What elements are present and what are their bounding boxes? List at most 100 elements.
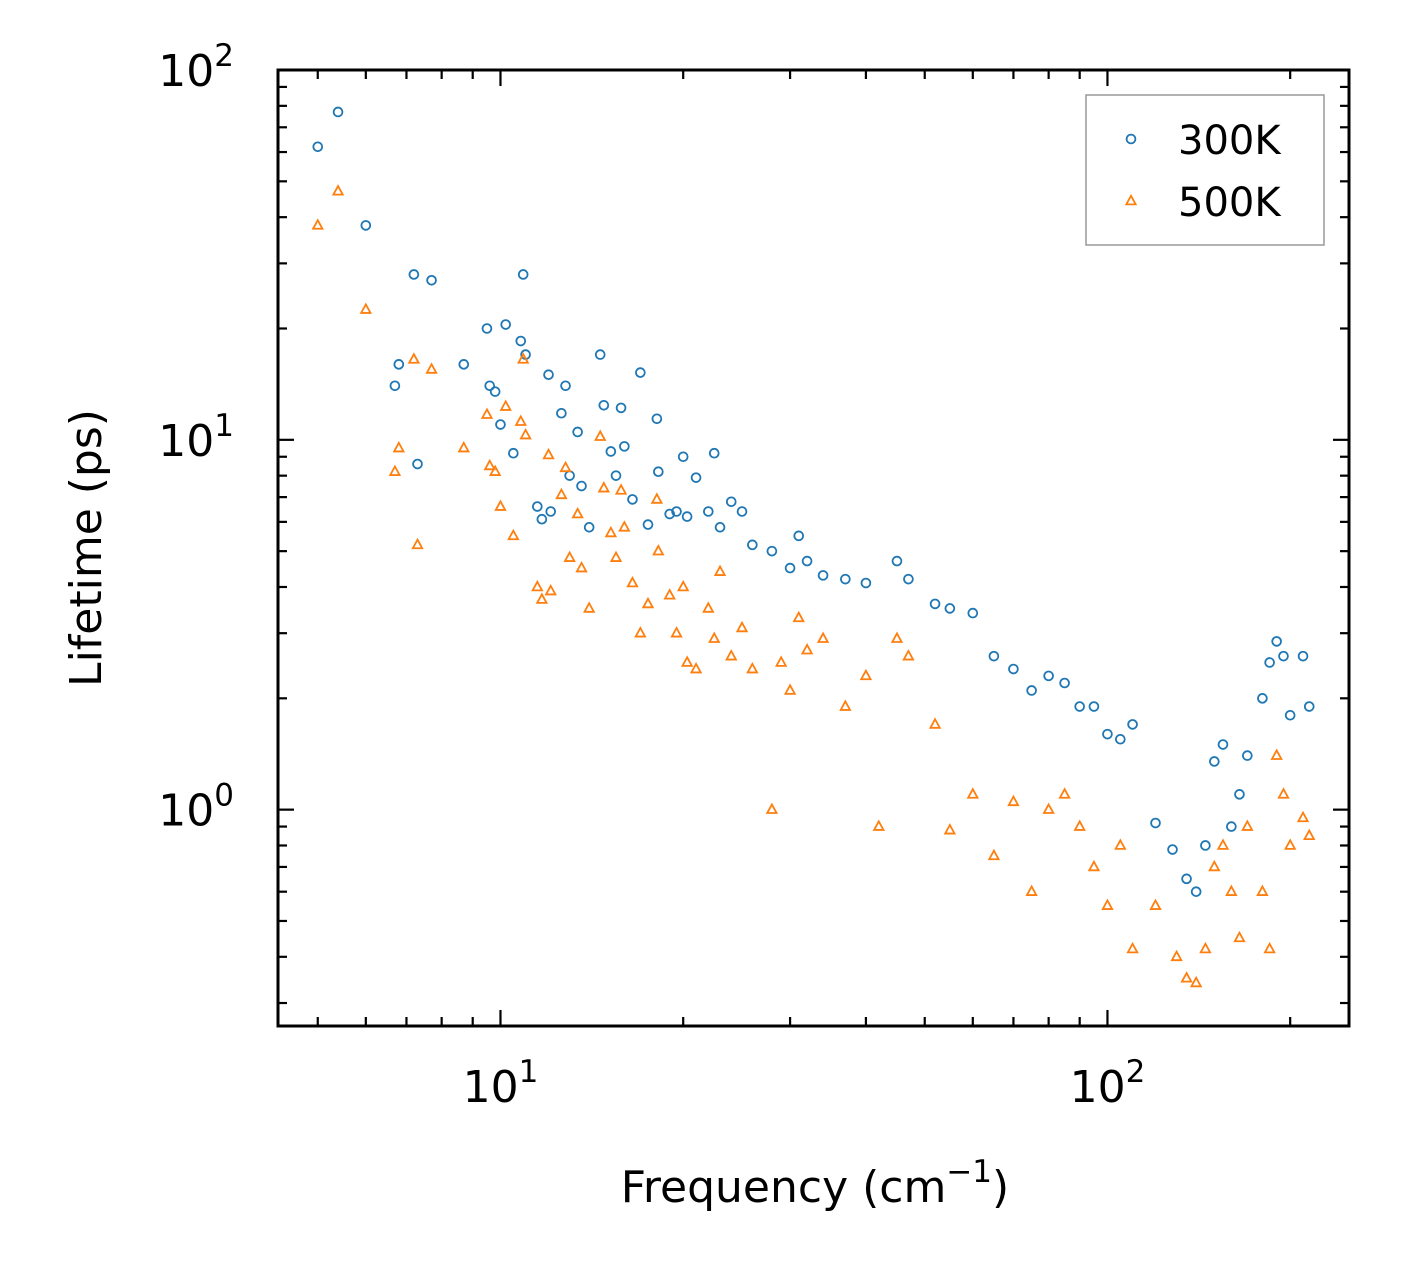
data-point (670, 626, 683, 638)
data-point (332, 106, 344, 118)
data-point (988, 650, 1000, 662)
data-point (583, 522, 595, 533)
data-point (426, 274, 437, 286)
data-point (531, 579, 544, 592)
data-point (1101, 898, 1114, 910)
data-point (890, 631, 904, 643)
data-point (1114, 838, 1127, 850)
data-point (1209, 756, 1220, 767)
data-point (495, 419, 506, 430)
data-point (800, 643, 814, 655)
data-point (725, 496, 737, 508)
y-tick-label: 100 (158, 778, 234, 837)
data-point (543, 369, 554, 380)
data-point (312, 141, 324, 153)
data-point (359, 302, 373, 314)
data-point (610, 470, 622, 481)
data-point (597, 481, 611, 493)
data-point (480, 407, 494, 419)
y-axis-label: Lifetime (ps) (61, 409, 112, 687)
data-point (572, 426, 583, 438)
data-point (594, 349, 606, 360)
data-point (1271, 636, 1282, 647)
y-tick-label: 101 (158, 408, 234, 467)
data-point (507, 528, 520, 541)
data-point (1189, 975, 1203, 988)
data-point (765, 802, 779, 814)
data-point (412, 458, 423, 470)
data-point (1042, 802, 1055, 814)
data-point (489, 386, 501, 397)
data-point (535, 592, 549, 604)
data-point (514, 414, 527, 426)
data-point (559, 460, 572, 473)
data-point (708, 631, 721, 643)
legend: 300K 500K (1085, 94, 1325, 246)
data-point (576, 480, 587, 492)
x-axis-label-close: ) (992, 1162, 1009, 1213)
data-point (392, 440, 406, 453)
data-point (411, 537, 424, 550)
data-point (891, 555, 903, 567)
data-point (1126, 941, 1139, 954)
data-point (555, 487, 568, 500)
data-point (575, 560, 588, 573)
data-point (488, 464, 502, 476)
data-point (1278, 650, 1289, 662)
data-point (1217, 739, 1229, 750)
data-point (483, 458, 496, 471)
data-point (481, 323, 493, 334)
data-point (1263, 941, 1276, 954)
data-point (360, 220, 372, 231)
data-point (681, 511, 693, 522)
data-point (556, 407, 567, 419)
data-point (1200, 840, 1211, 851)
legend-label: 500K (1178, 180, 1282, 226)
data-point (680, 655, 694, 667)
data-point (457, 440, 470, 453)
data-point (1297, 650, 1309, 662)
data-point (1026, 685, 1037, 696)
data-point (1283, 838, 1297, 850)
data-point (519, 427, 532, 440)
data-point (545, 506, 557, 517)
data-point (840, 573, 851, 585)
data-point (604, 525, 618, 538)
data-point (516, 352, 530, 364)
data-point (542, 447, 555, 460)
data-point (560, 380, 571, 392)
data-point (500, 319, 511, 330)
data-point (859, 668, 873, 681)
data-point (1303, 828, 1316, 841)
data-point (494, 499, 507, 511)
data-point (1242, 750, 1253, 761)
data-point (736, 506, 748, 517)
data-point (1233, 930, 1246, 943)
data-point (689, 661, 703, 674)
data-point (619, 441, 630, 452)
data-point (1115, 733, 1126, 745)
data-point (388, 464, 402, 476)
data-point (714, 522, 726, 533)
data-point (860, 577, 872, 589)
data-point (725, 649, 738, 661)
data-point (677, 579, 690, 592)
legend-label: 300K (1178, 118, 1282, 164)
data-point (1208, 859, 1221, 872)
data-point (571, 506, 584, 519)
data-point (1180, 971, 1193, 983)
data-point (929, 598, 941, 610)
data-point (618, 520, 631, 532)
data-layer (311, 106, 1316, 988)
data-point (793, 530, 805, 542)
data-point (816, 631, 830, 643)
data-point (1256, 884, 1269, 896)
data-point (664, 508, 675, 520)
data-point (1296, 810, 1310, 823)
data-point (652, 544, 665, 556)
data-point (544, 583, 557, 596)
data-point (1270, 748, 1283, 760)
data-point (839, 699, 852, 711)
data-point (389, 380, 401, 392)
data-point (627, 494, 638, 505)
